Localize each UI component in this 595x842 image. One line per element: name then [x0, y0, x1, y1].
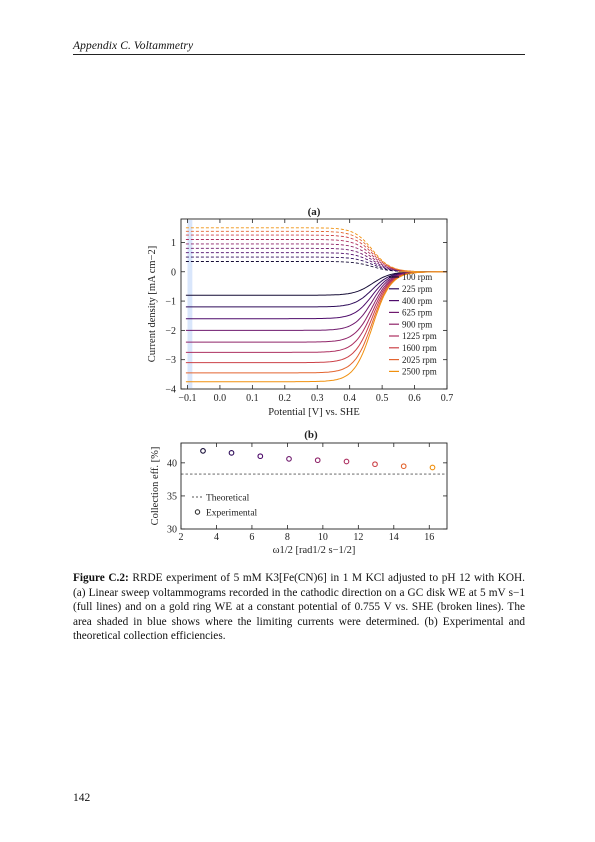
y-tick-label: 30 [167, 525, 177, 536]
panel-b-legend: Theoretical Experimental [192, 494, 258, 519]
panel-b-title: (b) [304, 429, 318, 441]
panel-b-ylabel: Collection eff. [%] [150, 447, 161, 526]
legend-label: 1225 rpm [402, 331, 437, 341]
ring-curve-1600-rpm [185, 234, 447, 273]
panel-b-x-axis: 2 4 6 8 10 12 14 16 [179, 443, 434, 543]
legend-label: 100 rpm [402, 272, 432, 282]
legend-experimental-swatch [194, 509, 201, 515]
y-tick-label: −3 [165, 355, 176, 366]
legend-label: 625 rpm [402, 308, 432, 318]
disk-currents [185, 271, 447, 383]
ring-currents [185, 227, 448, 273]
ring-curve-100-rpm [185, 261, 447, 273]
experimental-point [200, 448, 206, 454]
experimental-points [200, 448, 436, 471]
experimental-point [286, 456, 292, 462]
panel-b-y-axis: 30 35 40 [167, 458, 447, 536]
figure-caption: Figure C.2: RRDE experiment of 5 mM K3[F… [73, 571, 525, 644]
legend-label: 1600 rpm [402, 343, 437, 353]
legend-label: 2500 rpm [402, 367, 437, 377]
x-tick-label: 0.1 [246, 393, 259, 404]
panel-a-x-axis: −0.1 0.0 0.1 0.2 0.3 0.4 0.5 0.6 0.7 [178, 219, 453, 404]
y-tick-label: 40 [167, 458, 177, 469]
x-tick-label: 0.0 [214, 393, 227, 404]
running-head: Appendix C. Voltammetry [73, 40, 194, 52]
x-tick-label: 2 [179, 532, 184, 543]
ring-curve-2025-rpm [185, 230, 447, 273]
caption-label: Figure C.2: [73, 572, 129, 584]
x-tick-label: −0.1 [178, 393, 196, 404]
ring-curve-900-rpm [185, 243, 448, 273]
panel-a-ylabel: Current density [mA cm−2] [147, 246, 158, 362]
panel-b: (b) 2 4 6 8 10 12 14 16 30 35 40 ω1/2 [rad1/2 s−1… [150, 429, 448, 556]
limiting-current-region [187, 220, 193, 388]
experimental-point [429, 464, 436, 471]
disk-curve-2500-rpm [185, 271, 447, 383]
panel-a-y-axis: 1 0 −1 −2 −3 −4 [165, 238, 447, 396]
legend-experimental-label: Experimental [206, 509, 258, 519]
x-tick-label: 10 [318, 532, 328, 543]
x-tick-label: 0.4 [343, 393, 356, 404]
page-number: 142 [73, 792, 91, 804]
header-rule [73, 54, 525, 55]
x-tick-label: 8 [285, 532, 290, 543]
x-tick-label: 6 [249, 532, 254, 543]
experimental-point [400, 463, 407, 470]
panel-a-frame [180, 218, 448, 390]
x-tick-label: 4 [214, 532, 219, 543]
y-tick-label: 35 [167, 491, 177, 502]
experimental-point [257, 453, 264, 460]
panel-b-frame [180, 442, 448, 530]
x-tick-label: 0.5 [376, 393, 389, 404]
y-tick-label: −4 [165, 385, 176, 396]
ring-curve-225-rpm [185, 256, 447, 273]
x-tick-label: 0.6 [408, 393, 421, 404]
legend-theoretical-label: Theoretical [206, 494, 250, 504]
x-tick-label: 16 [424, 532, 434, 543]
x-tick-label: 12 [353, 532, 363, 543]
caption-text: RRDE experiment of 5 mM K3[Fe(CN)6] in 1… [73, 572, 525, 643]
experimental-point [228, 450, 235, 456]
x-tick-label: 14 [389, 532, 399, 543]
legend-label: 2025 rpm [402, 355, 437, 365]
legend-label: 900 rpm [402, 319, 432, 329]
x-tick-label: 0.7 [441, 393, 454, 404]
panel-a-title: (a) [308, 206, 321, 218]
y-tick-label: −2 [165, 326, 176, 337]
x-tick-label: 0.2 [279, 393, 292, 404]
x-tick-label: 0.3 [311, 393, 324, 404]
ring-curve-400-rpm [185, 252, 447, 273]
ring-curve-625-rpm [185, 247, 447, 273]
panel-b-xlabel: ω1/2 [rad1/2 s−1/2] [273, 545, 356, 556]
panel-a: (a) −0.1 0.0 0.1 0.2 0.3 0.4 0.5 0.6 0.7 10−1−2−… [147, 206, 453, 418]
experimental-point [372, 461, 378, 468]
legend-label: 225 rpm [402, 284, 432, 294]
experimental-point [314, 457, 321, 464]
legend-label: 400 rpm [402, 296, 432, 306]
experimental-point [343, 458, 350, 465]
y-tick-label: 1 [171, 238, 176, 249]
y-tick-label: −1 [165, 297, 176, 308]
y-tick-label: 0 [171, 267, 176, 278]
panel-a-xlabel: Potential [V] vs. SHE [268, 407, 360, 418]
ring-curve-2500-rpm [185, 227, 447, 273]
